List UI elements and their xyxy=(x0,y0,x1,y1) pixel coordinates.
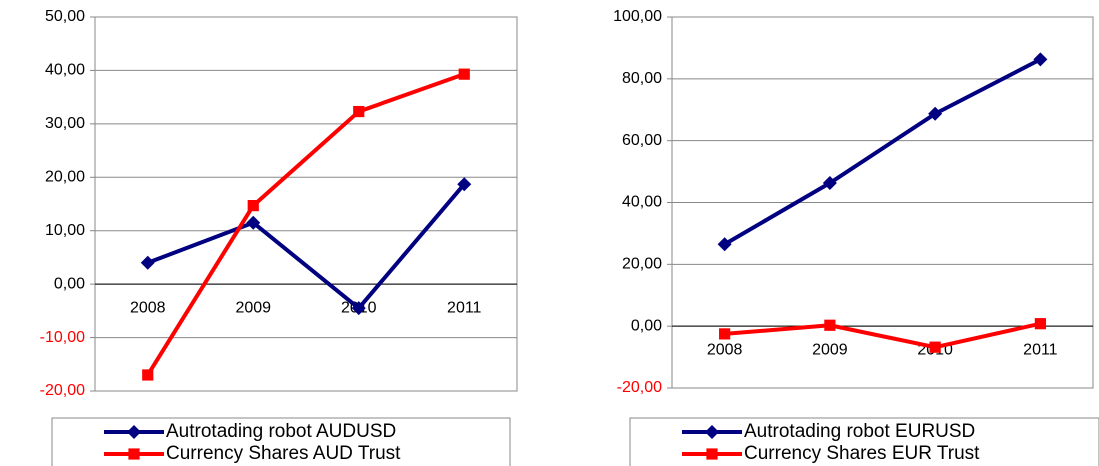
y-tick-label: 0,00 xyxy=(54,275,85,292)
marker xyxy=(1034,318,1046,330)
marker xyxy=(706,448,718,460)
plot-area xyxy=(94,16,518,392)
y-tick-label: 20,00 xyxy=(45,169,85,186)
marker xyxy=(140,255,155,270)
marker xyxy=(353,105,365,118)
marker xyxy=(822,176,837,191)
legend-label: Currency Shares AUD Trust xyxy=(166,443,401,464)
marker xyxy=(1033,52,1048,67)
y-tick-label: 30,00 xyxy=(45,115,85,132)
marker xyxy=(705,425,719,439)
x-tick-label: 2009 xyxy=(235,299,271,316)
y-tick-label: -20,00 xyxy=(40,382,85,399)
legend-label: Autrotading robot AUDUSD xyxy=(166,421,396,442)
legend-label: Currency Shares EUR Trust xyxy=(744,443,980,464)
y-tick-label: 60,00 xyxy=(622,132,662,149)
series-line xyxy=(147,182,466,311)
y-tick-label: 20,00 xyxy=(622,256,662,273)
legend-box xyxy=(629,417,1099,466)
marker xyxy=(128,448,140,460)
y-tick-label: 0,00 xyxy=(631,317,662,334)
x-tick-label: 2011 xyxy=(1023,341,1058,358)
marker xyxy=(929,341,941,353)
y-tick-label: 100,00 xyxy=(613,8,662,25)
x-tick-label: 2008 xyxy=(130,299,166,316)
y-tick-label: 10,00 xyxy=(45,222,85,239)
marker xyxy=(127,425,141,439)
marker xyxy=(457,177,472,192)
y-tick-label: -10,00 xyxy=(40,329,85,346)
y-tick-label: 50,00 xyxy=(45,8,85,25)
y-tick-label: 40,00 xyxy=(622,194,662,211)
marker xyxy=(351,301,366,316)
y-tick-label: 80,00 xyxy=(622,70,662,87)
series-line xyxy=(146,72,465,377)
marker xyxy=(928,106,943,121)
y-tick-label: -20,00 xyxy=(617,379,662,396)
legend-box xyxy=(51,417,511,466)
x-tick-label: 2009 xyxy=(812,341,848,358)
series-line xyxy=(724,321,1041,350)
legend-label: Autrotading robot EURUSD xyxy=(744,421,975,442)
marker xyxy=(458,68,470,80)
marker xyxy=(142,369,154,381)
plot-area xyxy=(671,16,1094,389)
y-tick-label: 40,00 xyxy=(45,62,85,79)
series-line xyxy=(723,57,1042,246)
marker xyxy=(717,237,732,252)
marker xyxy=(247,200,259,212)
marker xyxy=(719,328,731,340)
marker xyxy=(246,215,261,230)
x-tick-label: 2011 xyxy=(447,299,482,316)
marker xyxy=(824,319,836,331)
x-tick-label: 2008 xyxy=(707,341,743,358)
